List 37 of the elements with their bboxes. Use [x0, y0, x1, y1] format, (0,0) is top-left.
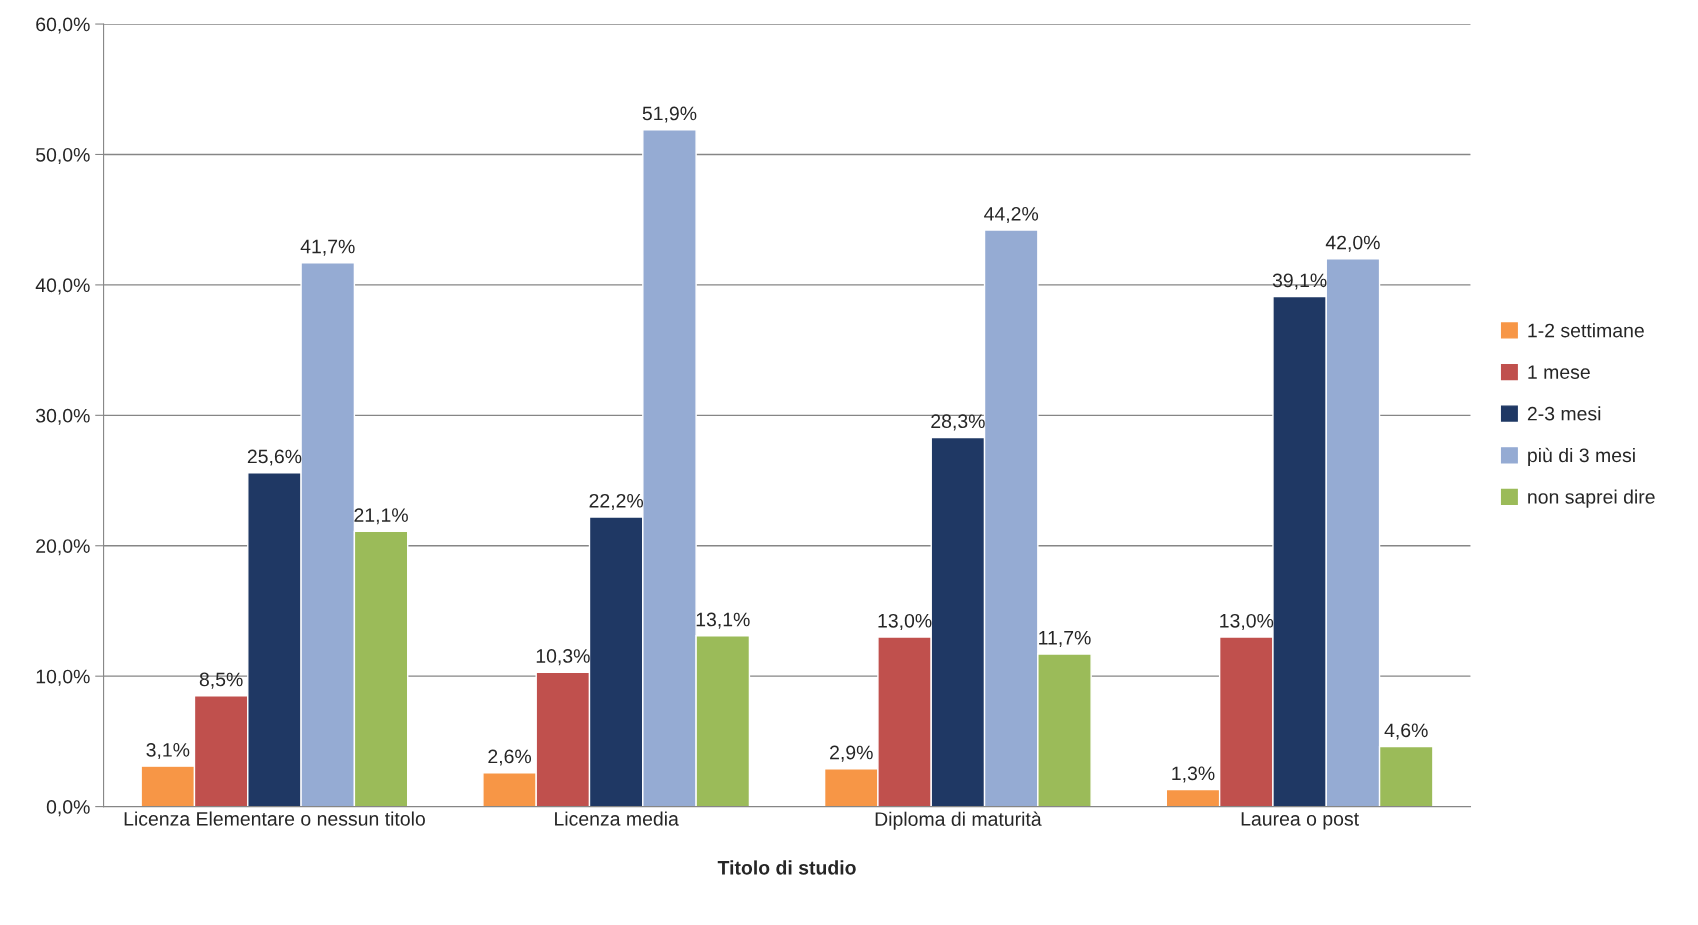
y-tick-label: 0,0% [46, 800, 90, 817]
x-tick-label: Diploma di maturità [875, 811, 1042, 830]
data-label: 2,6% [488, 749, 532, 766]
y-tick-label: 20,0% [36, 539, 90, 556]
data-label: 1,3% [1172, 766, 1215, 783]
data-label: 41,7% [300, 239, 355, 256]
data-label: 13,0% [878, 613, 932, 630]
data-label: 11,7% [1039, 630, 1091, 647]
x-tick-label: Licenza media [555, 811, 679, 826]
data-label: 42,0% [1325, 235, 1380, 252]
y-tick-label: 50,0% [36, 147, 90, 165]
data-label: 39,1% [1272, 273, 1327, 290]
data-label: 51,9% [642, 106, 697, 123]
data-label: 28,3% [931, 414, 985, 431]
legend-label: più di 3 mesi [1528, 447, 1635, 467]
x-tick-label: Laurea o post [1241, 812, 1359, 830]
data-label: 4,6% [1384, 723, 1428, 740]
x-axis-title: Titolo di studio [717, 860, 856, 875]
y-tick-label: 10,0% [36, 669, 90, 686]
data-label: 21,1% [354, 508, 408, 525]
data-label: 44,2% [984, 206, 1039, 224]
y-tick-label: 60,0% [36, 17, 90, 34]
x-tick-label: Licenza Elementare o nessun titolo [124, 811, 425, 826]
legend-label: non saprei dire [1528, 489, 1655, 508]
legend-label: 1-2 settimane [1528, 323, 1644, 338]
y-tick-label: 30,0% [35, 408, 90, 425]
data-label: 22,2% [589, 493, 644, 510]
data-label: 25,6% [247, 449, 302, 466]
y-tick-label: 40,0% [35, 278, 90, 295]
data-label: 10,3% [536, 649, 590, 666]
legend-label: 1 mese [1528, 365, 1590, 379]
data-label: 3,1% [146, 743, 190, 760]
data-label: 2,9% [830, 745, 873, 762]
data-label: 13,0% [1220, 613, 1274, 630]
data-label: 13,1% [696, 612, 750, 629]
data-label: 8,5% [199, 672, 243, 689]
legend-label: 2-3 mesi [1527, 406, 1601, 421]
